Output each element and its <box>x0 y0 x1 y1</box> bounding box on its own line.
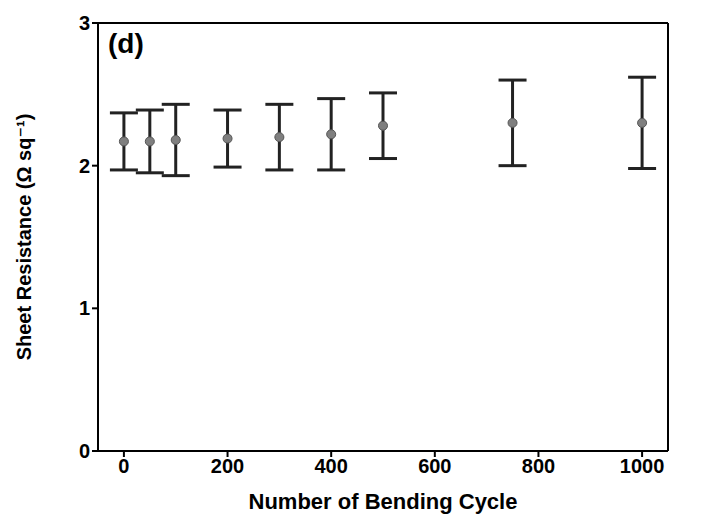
svg-text:400: 400 <box>314 455 347 477</box>
svg-text:0: 0 <box>79 440 90 462</box>
svg-text:Sheet Resistance (Ω sq⁻¹): Sheet Resistance (Ω sq⁻¹) <box>13 114 35 361</box>
svg-text:200: 200 <box>211 455 244 477</box>
svg-text:600: 600 <box>418 455 451 477</box>
svg-text:1000: 1000 <box>620 455 665 477</box>
svg-text:2: 2 <box>79 155 90 177</box>
svg-text:Number of Bending Cycle: Number of Bending Cycle <box>249 489 518 514</box>
svg-text:800: 800 <box>522 455 555 477</box>
svg-text:0: 0 <box>118 455 129 477</box>
svg-text:3: 3 <box>79 12 90 34</box>
html-text:(d): (d) <box>108 28 144 59</box>
svg-text:1: 1 <box>79 297 90 319</box>
